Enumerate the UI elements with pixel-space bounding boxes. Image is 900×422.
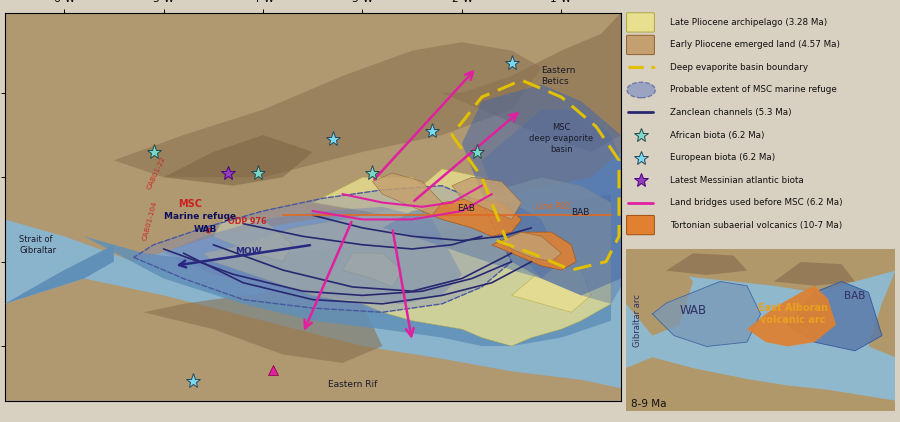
Polygon shape: [452, 177, 522, 219]
FancyBboxPatch shape: [626, 35, 654, 54]
Text: BAB: BAB: [844, 291, 866, 301]
Polygon shape: [4, 279, 621, 401]
Text: 8-9 Ma: 8-9 Ma: [631, 399, 666, 408]
Text: Strait of
Gibraltar: Strait of Gibraltar: [20, 235, 57, 255]
Polygon shape: [774, 262, 855, 286]
Polygon shape: [422, 198, 522, 236]
Text: Line P02: Line P02: [536, 202, 571, 211]
Polygon shape: [491, 232, 576, 270]
Polygon shape: [626, 249, 896, 292]
Polygon shape: [84, 194, 611, 346]
Polygon shape: [412, 169, 501, 219]
Text: Zanclean channels (5.3 Ma): Zanclean channels (5.3 Ma): [670, 108, 792, 117]
Polygon shape: [868, 271, 896, 357]
Polygon shape: [203, 177, 611, 346]
Text: Latest Messinian atlantic biota: Latest Messinian atlantic biota: [670, 176, 804, 184]
Text: WAB: WAB: [680, 304, 706, 317]
Polygon shape: [373, 173, 442, 215]
Text: Land bridges used before MSC (6.2 Ma): Land bridges used before MSC (6.2 Ma): [670, 198, 842, 207]
Polygon shape: [134, 186, 511, 312]
Polygon shape: [144, 287, 382, 363]
Text: European biota (6.2 Ma): European biota (6.2 Ma): [670, 153, 775, 162]
Text: Early Pliocene emerged land (4.57 Ma): Early Pliocene emerged land (4.57 Ma): [670, 41, 840, 49]
Polygon shape: [343, 253, 402, 287]
Ellipse shape: [627, 82, 655, 98]
Polygon shape: [652, 281, 760, 346]
Polygon shape: [164, 207, 462, 304]
Text: ODP 976: ODP 976: [229, 217, 266, 226]
Polygon shape: [666, 253, 747, 275]
Text: Eastern Rif: Eastern Rif: [328, 379, 377, 389]
Text: MSC: MSC: [178, 199, 202, 209]
Text: Probable extent of MSC marine refuge: Probable extent of MSC marine refuge: [670, 86, 837, 95]
Text: CAB01-22: CAB01-22: [146, 156, 166, 191]
Text: Marine refuge: Marine refuge: [164, 212, 236, 222]
Polygon shape: [511, 262, 591, 312]
Text: African biota (6.2 Ma): African biota (6.2 Ma): [670, 130, 764, 140]
Polygon shape: [482, 110, 621, 304]
Text: MSC
deep evaporite
basin: MSC deep evaporite basin: [529, 123, 593, 154]
Polygon shape: [626, 249, 896, 411]
Text: MOW: MOW: [235, 247, 261, 256]
Polygon shape: [501, 232, 562, 262]
Text: Eastern
Betics: Eastern Betics: [542, 66, 576, 87]
Text: Late Pliocene archipelago (3.28 Ma): Late Pliocene archipelago (3.28 Ma): [670, 18, 827, 27]
Text: East Alboran
volcanic arc: East Alboran volcanic arc: [758, 303, 828, 325]
Polygon shape: [213, 219, 292, 262]
Text: Gibraltar arc: Gibraltar arc: [634, 294, 643, 347]
Polygon shape: [462, 84, 621, 295]
Polygon shape: [442, 13, 621, 152]
Polygon shape: [164, 135, 313, 186]
Polygon shape: [313, 177, 442, 219]
Polygon shape: [114, 42, 542, 177]
Text: BAB: BAB: [572, 208, 590, 217]
Text: Tortonian subaerial volcanics (10-7 Ma): Tortonian subaerial volcanics (10-7 Ma): [670, 221, 842, 230]
FancyBboxPatch shape: [626, 215, 654, 235]
Text: Deep evaporite basin boundary: Deep evaporite basin boundary: [670, 63, 808, 72]
FancyBboxPatch shape: [626, 13, 654, 32]
Text: WAB: WAB: [194, 225, 217, 234]
Polygon shape: [626, 357, 896, 411]
Polygon shape: [747, 286, 836, 346]
Polygon shape: [4, 245, 114, 304]
Polygon shape: [382, 203, 562, 279]
Polygon shape: [788, 281, 882, 351]
Polygon shape: [4, 13, 621, 262]
Text: CAB01-104: CAB01-104: [141, 200, 158, 241]
Polygon shape: [626, 249, 693, 335]
Text: EAB: EAB: [457, 204, 475, 213]
